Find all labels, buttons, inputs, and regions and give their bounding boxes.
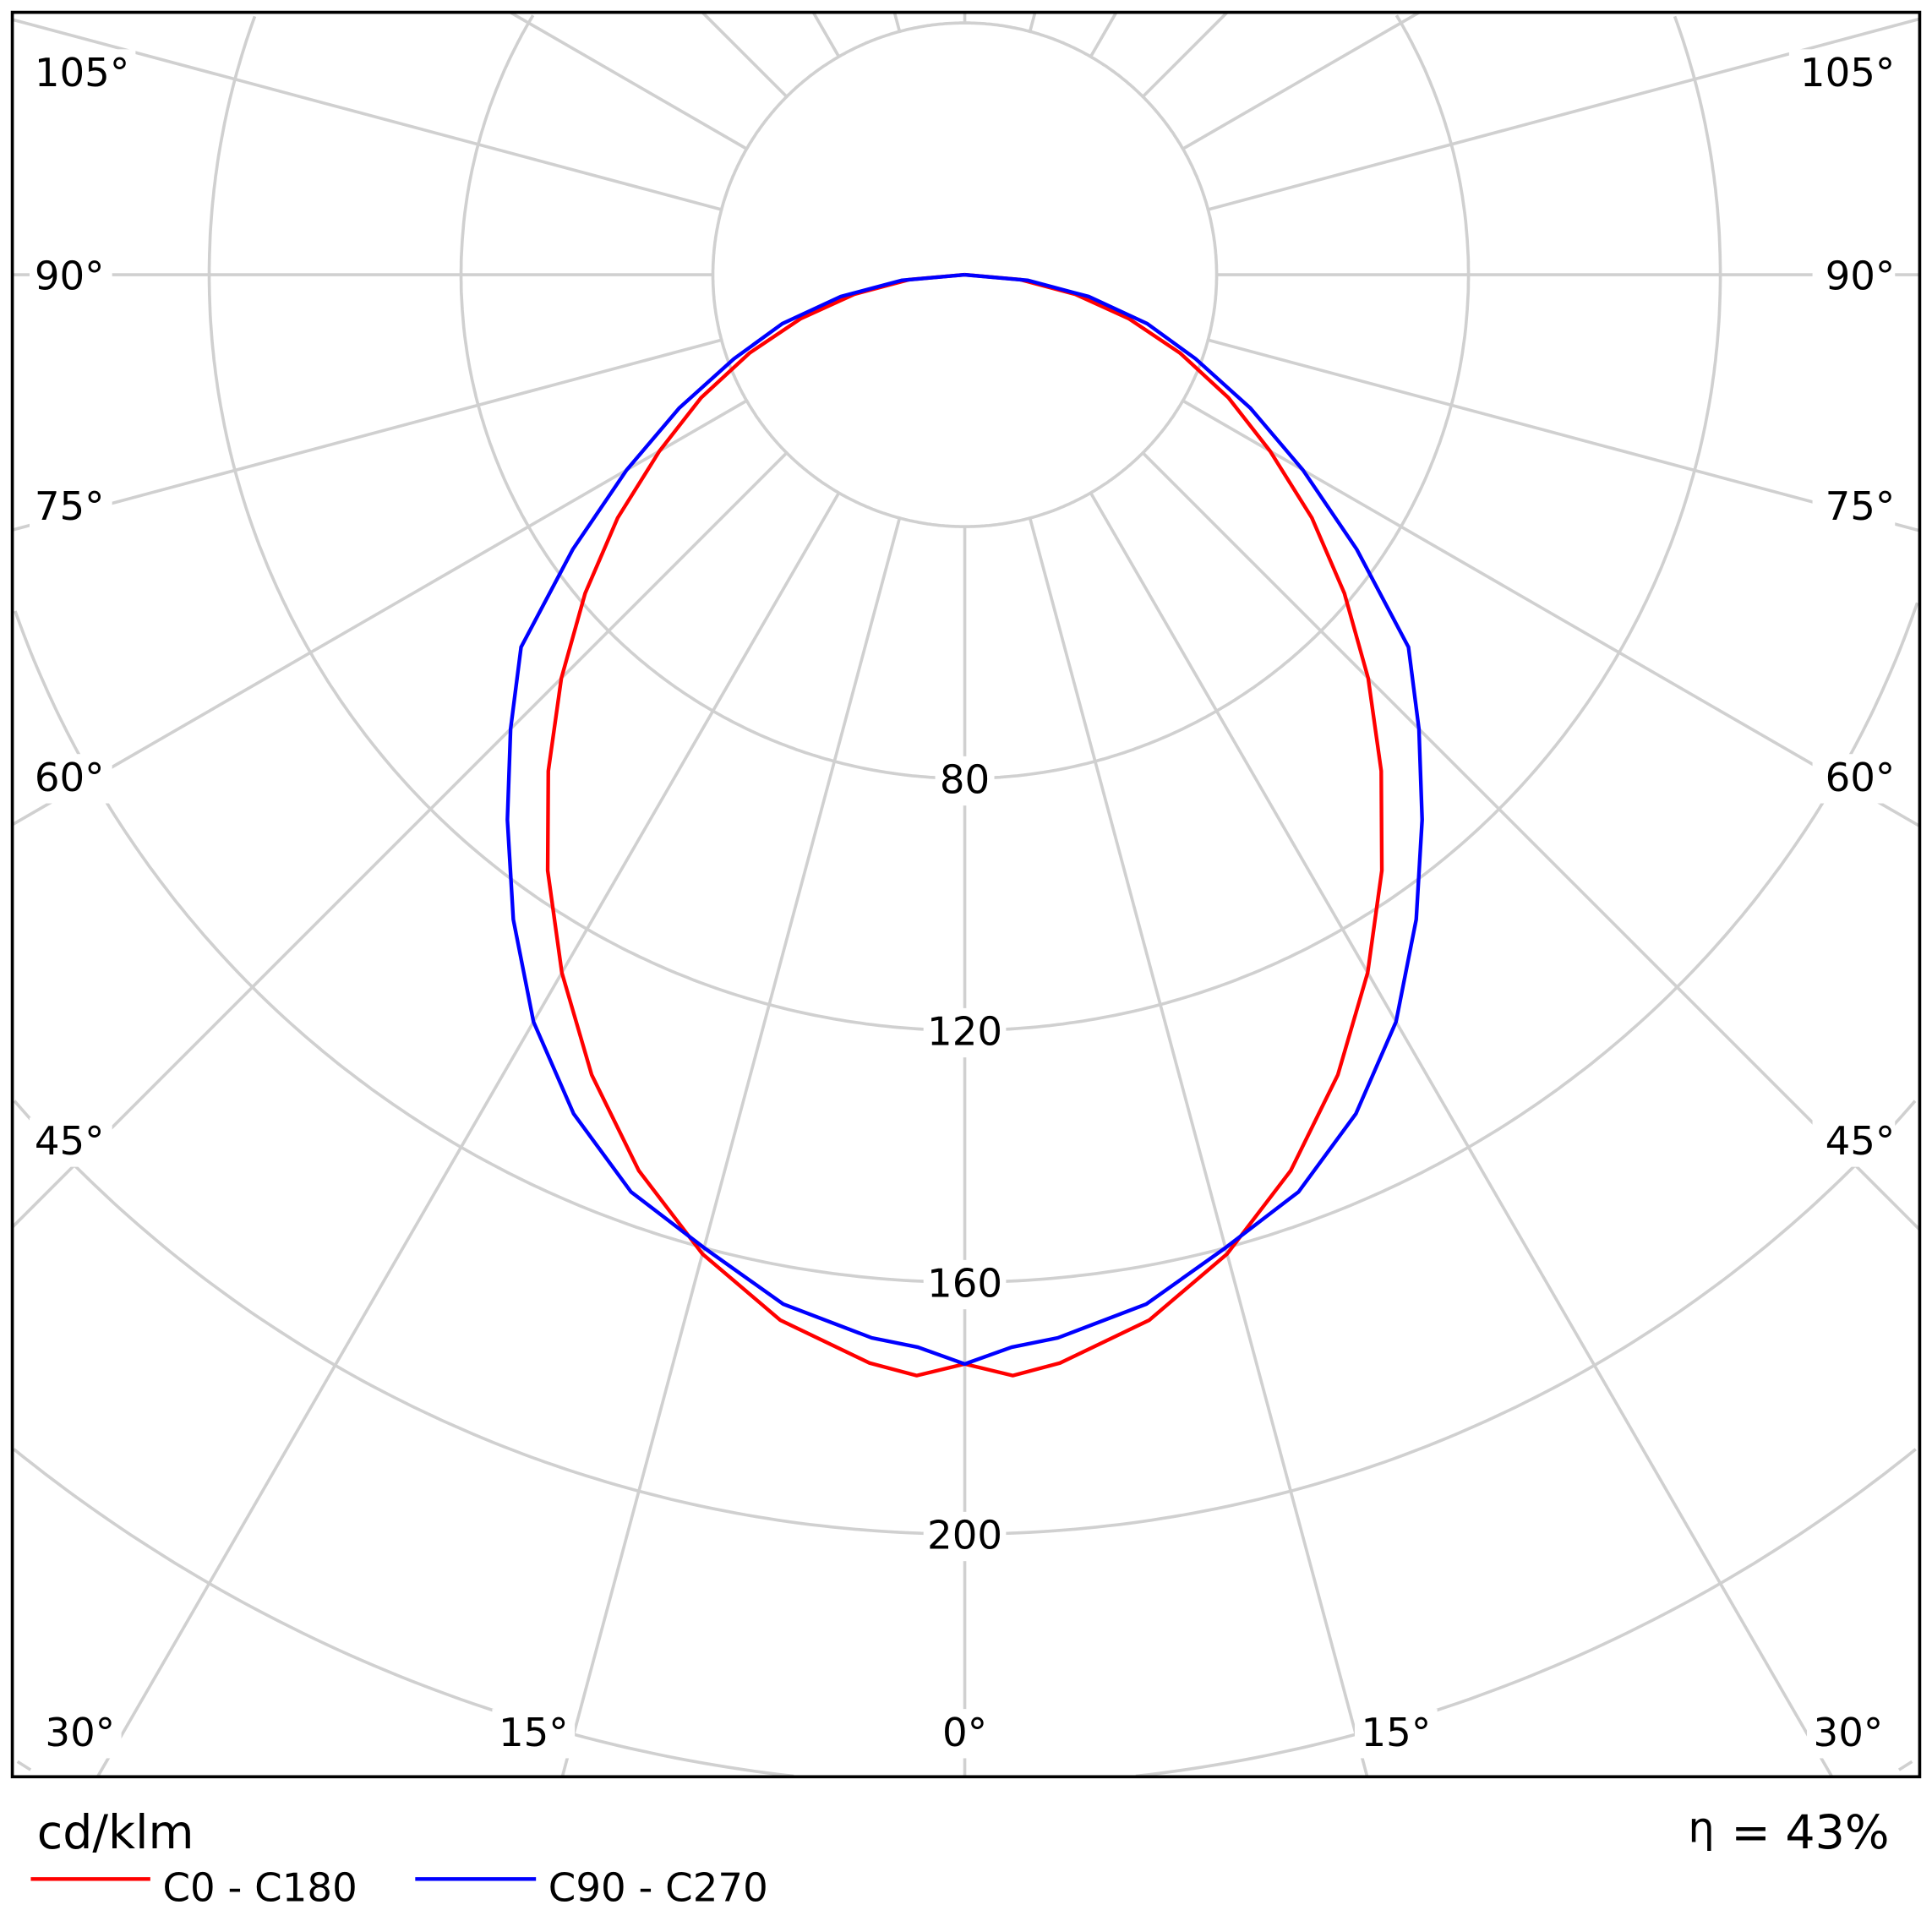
grid-radial-330 — [96, 492, 841, 1778]
radial-tick-label-160: 160 — [927, 1262, 1002, 1307]
grid-radial-210 — [811, 11, 841, 57]
radial-tick-label-80-bg — [935, 756, 995, 806]
angle-label-left-0: 105° — [35, 51, 129, 96]
angle-label-bottom-2-bg — [935, 1709, 995, 1759]
grid-radial-135 — [1141, 11, 1229, 98]
radial-tick-label-160-bg — [923, 1259, 1007, 1310]
angle-label-left-4-bg — [29, 1117, 112, 1167]
grid-circle-240 — [13, 1448, 1917, 1778]
angle-label-bottom-3: 15° — [1361, 1711, 1431, 1756]
grid-radial-75 — [1207, 338, 1920, 532]
grid-circle-200 — [13, 1100, 1917, 1536]
angle-label-right-3: 60° — [1826, 756, 1896, 801]
legend: C0 - C180 C90 - C270 — [30, 1866, 768, 1912]
angle-label-bottom-0: 30° — [45, 1711, 115, 1756]
radial-tick-label-200-bg — [923, 1511, 1007, 1562]
angle-label-left-2-bg — [29, 483, 112, 532]
radial-tick-label-120: 120 — [927, 1010, 1002, 1056]
grid-circle-280 — [16, 1760, 1913, 1771]
angle-label-bottom-3-bg — [1354, 1709, 1438, 1759]
grid-radial-285 — [12, 338, 723, 532]
angle-label-left-0-bg — [29, 49, 136, 99]
grid-radial-30 — [1089, 492, 1834, 1778]
grid-radial-150 — [1089, 11, 1118, 57]
angle-label-right-0-bg — [1788, 49, 1896, 99]
angle-label-bottom-0-bg — [38, 1709, 122, 1759]
radial-tick-label-80: 80 — [940, 758, 990, 804]
angle-label-right-1: 90° — [1826, 254, 1896, 300]
grid-radial-15 — [1028, 517, 1369, 1777]
radial-tick-label-120-bg — [923, 1007, 1007, 1058]
curves — [505, 272, 1424, 1378]
efficiency-value: = 43% — [1731, 1806, 1889, 1860]
angle-label-bottom-4: 30° — [1814, 1711, 1884, 1756]
angle-label-right-3-bg — [1812, 754, 1896, 804]
grid-radial-45 — [1141, 451, 1921, 1231]
series-line-1 — [505, 272, 1424, 1367]
plot-frame — [10, 10, 1922, 1779]
grid-radial-225 — [701, 11, 789, 98]
angle-label-left-1: 90° — [35, 254, 105, 300]
angle-label-bottom-2: 0° — [942, 1711, 987, 1756]
angle-label-left-4: 45° — [35, 1119, 105, 1165]
angle-label-right-4-bg — [1812, 1117, 1896, 1167]
grid-radial-345 — [560, 517, 902, 1777]
radial-tick-label-200: 200 — [927, 1514, 1002, 1559]
angle-label-left-1-bg — [29, 252, 112, 303]
angle-label-right-2-bg — [1812, 483, 1896, 532]
grid-circle-80 — [459, 14, 1471, 780]
tick-labels: 80 120 160 200 105° 90° 75° 60° 45° 105° 90° 75° 60°… — [29, 49, 1896, 1759]
grid-radial-120 — [1182, 11, 1421, 150]
angle-label-left-2: 75° — [35, 484, 105, 530]
polar-grid — [11, 11, 1921, 1778]
angle-label-right-2: 75° — [1826, 484, 1896, 530]
grid-radial-165 — [1028, 12, 1037, 32]
angle-label-right-0: 105° — [1800, 51, 1895, 96]
unit-label: cd/klm — [37, 1806, 194, 1860]
angle-label-bottom-1: 15° — [499, 1711, 569, 1756]
angle-label-bottom-4-bg — [1807, 1709, 1890, 1759]
grid-radial-240 — [509, 11, 748, 150]
efficiency-symbol: η — [1688, 1804, 1714, 1853]
grid-radial-195 — [892, 12, 902, 32]
angle-label-left-3: 60° — [35, 756, 105, 801]
grid-radial-315 — [11, 451, 789, 1229]
grid-circle-120 — [207, 15, 1722, 1032]
legend-label-c90-c270: C90 - C270 — [548, 1866, 768, 1912]
angle-label-bottom-1-bg — [492, 1709, 576, 1759]
angle-label-right-4: 45° — [1826, 1119, 1896, 1165]
angle-label-left-3-bg — [29, 754, 112, 804]
legend-label-c0-c180: C0 - C180 — [162, 1866, 357, 1912]
angle-label-right-1-bg — [1812, 252, 1896, 303]
